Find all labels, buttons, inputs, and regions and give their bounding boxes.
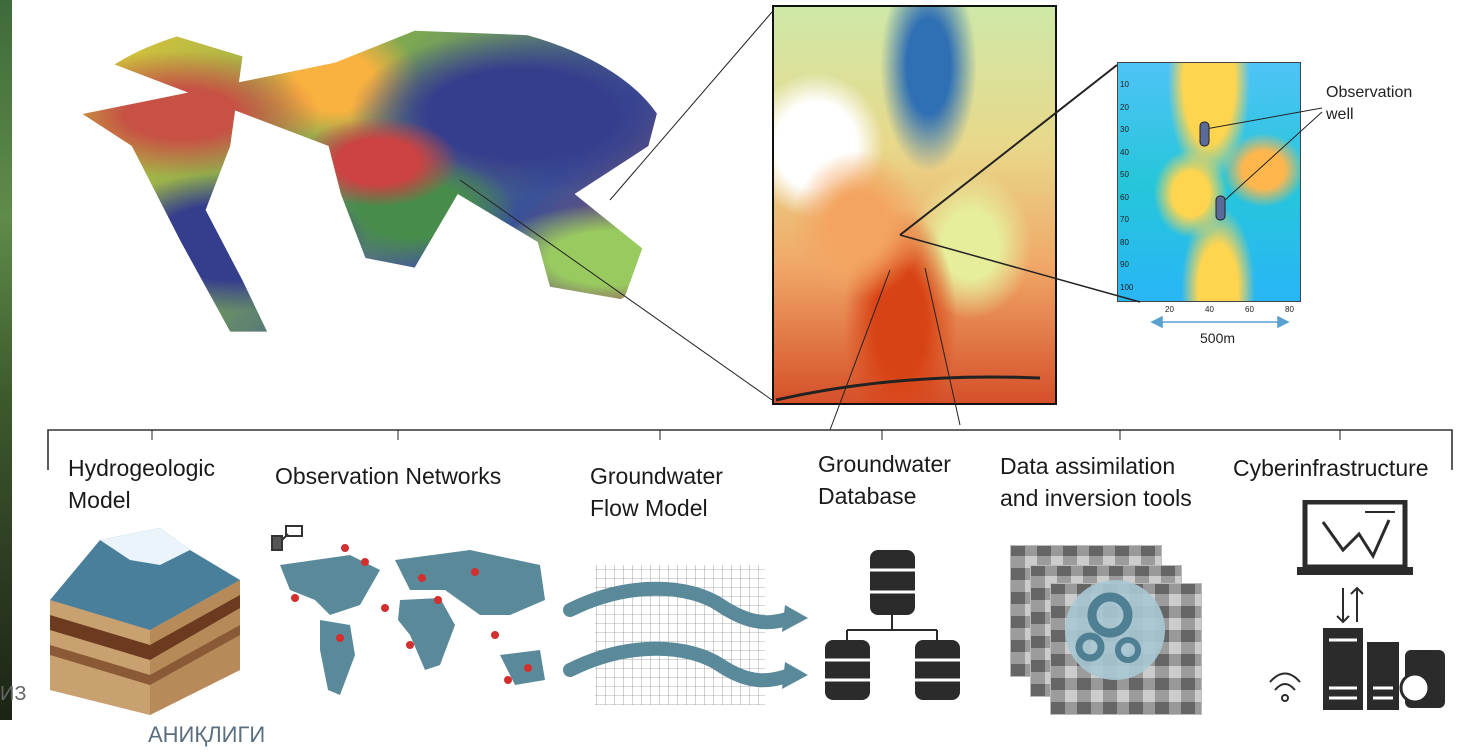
focus-line-1 [829,269,891,431]
label-observation-networks: Observation Networks [275,463,502,489]
gears-pixels-icon [1010,545,1210,715]
grid-x-tick: 60 [1245,305,1254,314]
grid-x-tick: 80 [1285,305,1294,314]
scale-label: 500m [1200,330,1236,346]
well-marker-2 [1215,195,1226,221]
scale-arrow [1150,315,1290,329]
flow-grid-icon [563,565,808,705]
satellite-world-map-icon [271,525,545,695]
grid-y-tick: 80 [1120,237,1129,247]
well-pointer-1 [1199,107,1323,131]
observation-well-markers [1199,121,1226,221]
grid-y-tick: 10 [1120,80,1129,89]
overlay-fragment-left: ИЗ [0,683,27,705]
observation-well-label: Observation well [1326,84,1413,123]
grid-y-tick: 50 [1120,170,1129,179]
components-bracket [47,429,1453,470]
label-hydrogeologic-model: Hydrogeologic Model [68,455,216,513]
grid-y-tick: 70 [1120,215,1129,224]
grid-y-tick: 100 [1120,282,1134,292]
grid-y-tick: 60 [1120,192,1129,202]
europe-map-image [772,5,1057,405]
well-marker-1 [1199,121,1210,147]
grid-y-tick: 40 [1120,147,1129,157]
label-groundwater-flow-model: Groundwater Flow Model [590,463,723,521]
grid-y-tick: 30 [1120,125,1129,134]
laptop-server-icon [1269,500,1445,710]
terrain-block-icon [50,528,240,715]
database-tree-icon [825,550,960,700]
grid-y-tick: 20 [1120,102,1129,112]
grid-x-tick: 40 [1205,305,1214,314]
background-photo-strip [0,0,12,720]
overlay-fragment-bottom: АНИҚЛИГИ [148,722,266,747]
label-cyberinfrastructure: Cyberinfrastructure [1233,455,1429,481]
grid-y-tick: 90 [1120,260,1129,269]
grid-x-tick: 20 [1165,305,1174,314]
zoom-line-inset-bottom [899,234,1141,303]
europe-boundary-curve [775,375,1041,402]
label-data-assimilation: Data assimilation and inversion tools [1000,453,1192,511]
focus-line-2 [924,267,961,426]
label-groundwater-database: Groundwater Database [818,451,951,509]
gears-icon [1065,580,1165,680]
zoom-line-top [609,11,773,201]
observation-grid-panel [1117,62,1301,302]
zoom-line-bottom [459,179,773,401]
zoom-line-inset-top [899,64,1118,236]
well-pointer-2 [1224,111,1323,201]
